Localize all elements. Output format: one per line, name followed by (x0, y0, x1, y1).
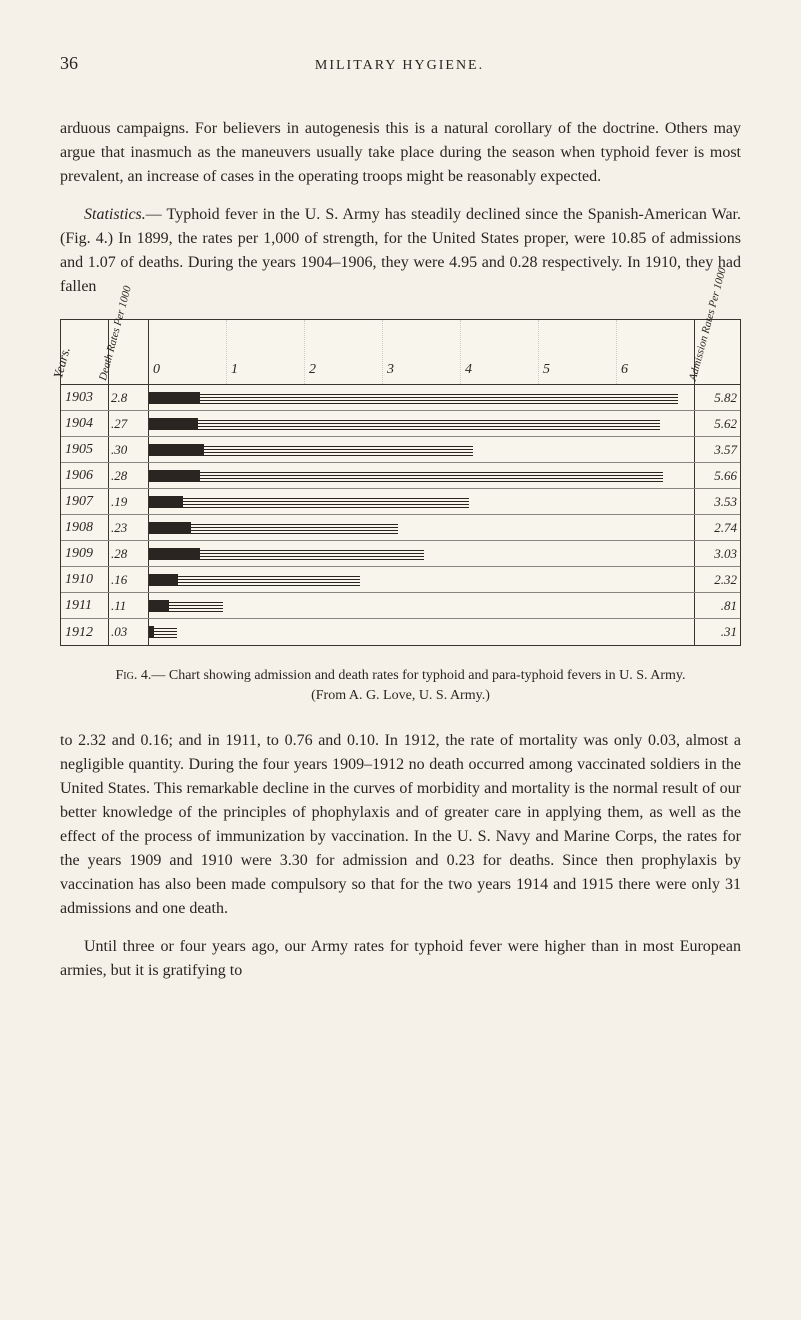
chart-scale-tick: 4 (461, 320, 539, 384)
page-number: 36 (60, 50, 78, 77)
chart-death-bar (149, 600, 169, 612)
chart-death-bar (149, 574, 178, 586)
chart-row: 1911.11 .81 (61, 593, 740, 619)
chart-bar-area (149, 593, 694, 618)
chart-bar-area (149, 567, 694, 592)
chart-admission-bar (149, 418, 660, 430)
paragraph-4: Until three or four years ago, our Army … (60, 935, 741, 983)
chart-admission-cell: .31 (694, 619, 740, 645)
chart-scale-tick: 5 (539, 320, 617, 384)
chart: Years. Death Rates Per 1000 0123456 Admi… (60, 319, 741, 646)
chart-death-cell: .03 (109, 619, 149, 645)
figure-caption: Fig. 4.— Chart showing admission and dea… (100, 666, 701, 705)
chart-row: 1908.23 2.74 (61, 515, 740, 541)
chart-rows: 19032.85.821904.275.621905.303.571906.28… (61, 385, 740, 645)
chart-bar-area (149, 541, 694, 566)
chart-death-cell: .23 (109, 515, 149, 540)
chart-year-cell: 1908 (61, 515, 109, 540)
paragraph-1: arduous campaigns. For believers in auto… (60, 117, 741, 189)
chart-admission-cell: 2.74 (694, 515, 740, 540)
chart-death-cell: .30 (109, 437, 149, 462)
chart-death-bar (149, 444, 204, 456)
chart-admission-rates-label: Admission Rates Per 1000 (694, 320, 740, 384)
chart-row: 19032.8 5.82 (61, 385, 740, 411)
chart-bar-area (149, 515, 694, 540)
chart-death-bar (149, 548, 200, 560)
chart-scale-tick: 3 (383, 320, 461, 384)
chart-admission-cell: 3.53 (694, 489, 740, 514)
chart-scale-tick: 1 (227, 320, 305, 384)
chart-death-bar (149, 626, 154, 638)
chart-admission-cell: 3.03 (694, 541, 740, 566)
chart-death-bar (149, 522, 191, 534)
statistics-label: Statistics. (84, 206, 146, 223)
chart-death-cell: .27 (109, 411, 149, 436)
chart-row: 1909.28 3.03 (61, 541, 740, 567)
chart-row: 1910.16 2.32 (61, 567, 740, 593)
chart-death-bar (149, 418, 198, 430)
chart-bar-area (149, 411, 694, 436)
chart-admission-bar (149, 392, 678, 404)
chart-bar-area (149, 463, 694, 488)
chart-death-cell: .16 (109, 567, 149, 592)
chart-year-cell: 1903 (61, 385, 109, 410)
chart-scale-tick: 0 (149, 320, 227, 384)
chart-bar-area (149, 385, 694, 410)
chart-death-bar (149, 496, 183, 508)
chart-admission-bar (149, 574, 360, 586)
chart-year-cell: 1905 (61, 437, 109, 462)
chart-death-cell: 2.8 (109, 385, 149, 410)
chart-death-bar (149, 470, 200, 482)
chart-year-cell: 1912 (61, 619, 109, 645)
chart-row: 1907.19 3.53 (61, 489, 740, 515)
chart-bar-area (149, 619, 694, 645)
chart-year-cell: 1906 (61, 463, 109, 488)
chart-year-cell: 1907 (61, 489, 109, 514)
paragraph-3: to 2.32 and 0.16; and in 1911, to 0.76 a… (60, 729, 741, 921)
chart-admission-cell: 5.62 (694, 411, 740, 436)
chart-row: 1904.27 5.62 (61, 411, 740, 437)
figure-label: Fig. 4. (116, 668, 152, 683)
chart-death-cell: .28 (109, 463, 149, 488)
chart-admission-cell: .81 (694, 593, 740, 618)
chart-death-rates-label: Death Rates Per 1000 (109, 320, 149, 384)
chart-admission-bar (149, 470, 663, 482)
chart-admission-bar (149, 496, 469, 508)
chart-death-cell: .28 (109, 541, 149, 566)
chart-header: Years. Death Rates Per 1000 0123456 Admi… (61, 320, 740, 385)
chart-year-cell: 1904 (61, 411, 109, 436)
chart-scale: 0123456 (149, 320, 694, 384)
chart-admission-cell: 5.66 (694, 463, 740, 488)
paragraph-2: Statistics.— Typhoid fever in the U. S. … (60, 203, 741, 299)
chart-year-cell: 1910 (61, 567, 109, 592)
running-title: MILITARY HYGIENE. (315, 55, 484, 76)
page-header: 36 MILITARY HYGIENE. (60, 50, 741, 77)
chart-death-cell: .19 (109, 489, 149, 514)
chart-admission-cell: 5.82 (694, 385, 740, 410)
chart-admission-cell: 2.32 (694, 567, 740, 592)
chart-death-cell: .11 (109, 593, 149, 618)
chart-scale-tick: 6 (617, 320, 694, 384)
chart-bar-area (149, 489, 694, 514)
chart-row: 1905.30 3.57 (61, 437, 740, 463)
chart-death-bar (149, 392, 200, 404)
chart-scale-tick: 2 (305, 320, 383, 384)
chart-year-cell: 1909 (61, 541, 109, 566)
chart-admission-cell: 3.57 (694, 437, 740, 462)
chart-bar-area (149, 437, 694, 462)
chart-year-cell: 1911 (61, 593, 109, 618)
chart-row: 1906.28 5.66 (61, 463, 740, 489)
chart-row: 1912.03 .31 (61, 619, 740, 645)
